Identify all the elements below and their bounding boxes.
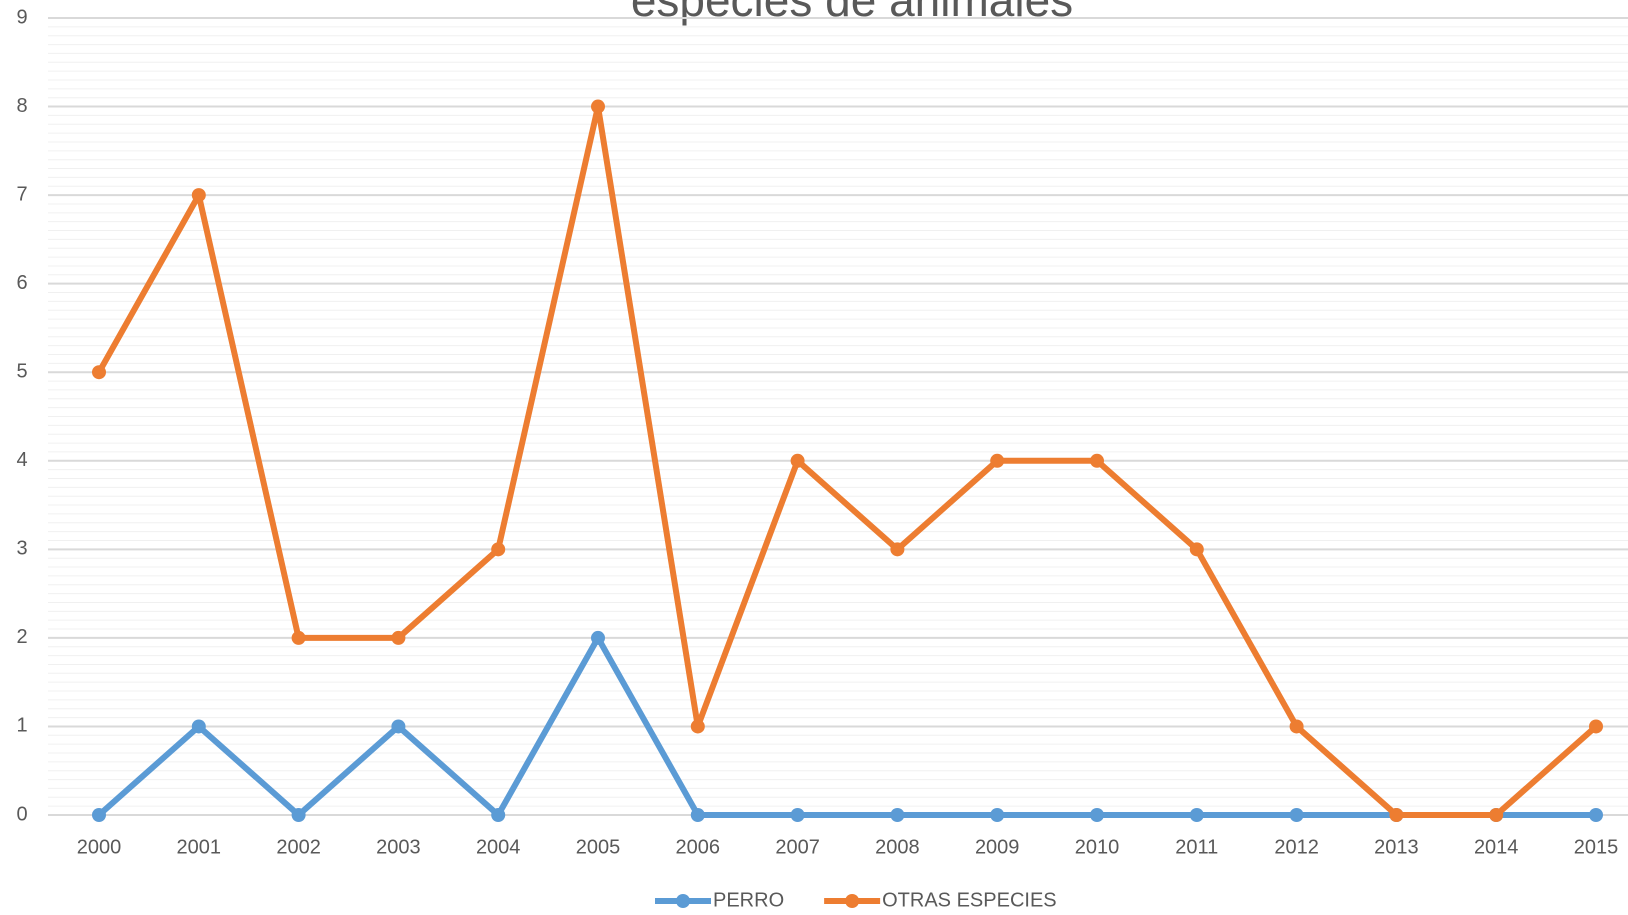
x-tick-label: 2008	[875, 836, 920, 858]
x-tick-label: 2005	[576, 836, 621, 858]
data-point	[790, 808, 805, 822]
legend-marker	[676, 894, 690, 908]
data-point	[491, 542, 506, 557]
data-point	[92, 808, 106, 822]
x-tick-label: 2010	[1075, 836, 1120, 858]
data-point	[790, 453, 805, 468]
series-line	[96, 103, 1598, 818]
data-point	[1489, 808, 1504, 822]
data-point	[1090, 808, 1104, 822]
data-point	[391, 630, 406, 645]
y-tick-label: 6	[16, 272, 27, 294]
legend-label: OTRAS ESPECIES	[882, 889, 1057, 911]
y-tick-label: 8	[16, 95, 27, 117]
x-tick-label: 2001	[177, 836, 222, 858]
data-point	[1589, 719, 1603, 734]
x-tick-label: 2009	[975, 836, 1020, 858]
x-tick-label: 2002	[276, 836, 321, 858]
y-tick-label: 1	[16, 715, 27, 737]
data-point	[1289, 719, 1304, 734]
data-point	[690, 719, 705, 734]
data-point	[890, 542, 905, 557]
x-tick-label: 2006	[676, 836, 721, 858]
data-point	[1189, 808, 1204, 822]
x-tick-label: 2000	[77, 836, 122, 858]
x-tick-label: 2004	[476, 836, 521, 858]
data-point	[591, 630, 605, 645]
data-point	[92, 365, 106, 380]
x-tick-label: 2015	[1574, 836, 1619, 858]
y-tick-label: 7	[16, 183, 27, 205]
data-point	[491, 808, 506, 822]
data-point	[1389, 808, 1404, 822]
x-tick-label: 2013	[1374, 836, 1419, 858]
series-line	[97, 634, 1596, 818]
x-tick-label: 2003	[376, 836, 421, 858]
data-point	[291, 808, 306, 822]
legend-marker	[845, 894, 860, 908]
data-point	[291, 630, 306, 645]
x-tick-label: 2007	[775, 836, 820, 858]
legend-label: PERRO	[713, 889, 784, 911]
x-tick-label: 2012	[1274, 836, 1319, 858]
data-point	[1289, 808, 1304, 822]
y-tick-label: 0	[16, 803, 27, 825]
data-point	[1589, 808, 1603, 822]
data-point	[1189, 542, 1204, 557]
data-point	[191, 719, 206, 734]
chart-title: especies de animales	[631, 0, 1073, 26]
data-point	[990, 453, 1005, 468]
x-tick-label: 2011	[1175, 836, 1218, 858]
data-point	[990, 808, 1005, 822]
x-tick-label: 2014	[1474, 836, 1519, 858]
data-point	[690, 808, 705, 822]
data-point	[591, 99, 605, 114]
data-point	[391, 719, 406, 734]
y-tick-label: 9	[16, 6, 27, 28]
y-tick-label: 3	[16, 538, 27, 560]
y-tick-label: 5	[16, 361, 27, 383]
y-tick-label: 2	[16, 626, 27, 648]
y-tick-label: 4	[16, 449, 27, 471]
data-point	[890, 808, 905, 822]
data-point	[1090, 453, 1104, 468]
data-point	[191, 188, 206, 203]
